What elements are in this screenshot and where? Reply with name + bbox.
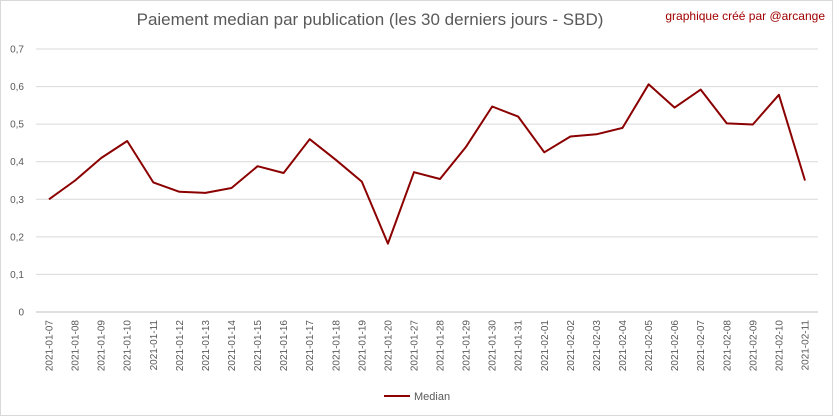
x-tick-label: 2021-01-09	[97, 320, 108, 372]
x-tick-label: 2021-02-02	[566, 320, 577, 372]
x-tick-label: 2021-01-08	[71, 320, 82, 372]
x-tick-label: 2021-01-14	[227, 320, 238, 372]
legend-label: Median	[414, 391, 450, 403]
y-tick-label: 0,7	[10, 45, 24, 56]
y-tick-label: 0,6	[10, 82, 24, 93]
x-tick-label: 2021-01-29	[462, 320, 473, 372]
x-tick-label: 2021-01-10	[123, 320, 134, 372]
chart-title: Paiement median par publication (les 30 …	[136, 10, 604, 29]
x-tick-label: 2021-01-13	[201, 320, 212, 372]
y-tick-label: 0	[18, 308, 24, 319]
x-tick-label: 2021-01-11	[149, 320, 160, 371]
x-tick-label: 2021-01-30	[488, 320, 499, 372]
x-tick-label: 2021-02-10	[774, 320, 785, 372]
x-tick-label: 2021-02-05	[644, 320, 655, 372]
x-tick-label: 2021-01-12	[175, 320, 186, 372]
x-tick-label: 2021-01-07	[45, 320, 56, 372]
x-tick-label: 2021-02-11	[800, 320, 811, 371]
x-tick-label: 2021-02-08	[722, 320, 733, 372]
x-tick-label: 2021-02-09	[748, 320, 759, 372]
x-tick-label: 2021-01-20	[383, 320, 394, 372]
y-tick-label: 0,1	[10, 270, 24, 281]
x-tick-label: 2021-01-16	[279, 320, 290, 372]
x-tick-label: 2021-01-18	[331, 320, 342, 372]
x-tick-label: 2021-02-04	[618, 320, 629, 372]
x-tick-label: 2021-02-07	[696, 320, 707, 372]
x-tick-label: 2021-01-28	[436, 320, 447, 372]
y-tick-label: 0,2	[10, 232, 24, 243]
y-tick-label: 0,3	[10, 195, 24, 206]
y-tick-label: 0,5	[10, 120, 24, 131]
x-tick-label: 2021-01-27	[409, 320, 420, 372]
x-tick-label: 2021-01-15	[253, 320, 264, 372]
y-tick-label: 0,4	[10, 157, 24, 168]
series-line-median	[48, 83, 806, 245]
x-tick-label: 2021-02-06	[670, 320, 681, 372]
chart-credit: graphique créé par @arcange	[665, 9, 825, 23]
x-tick-label: 2021-02-03	[592, 320, 603, 372]
x-tick-label: 2021-02-01	[540, 320, 551, 372]
x-tick-label: 2021-01-31	[514, 320, 525, 372]
x-tick-label: 2021-01-17	[305, 320, 316, 372]
x-tick-label: 2021-01-19	[357, 320, 368, 372]
